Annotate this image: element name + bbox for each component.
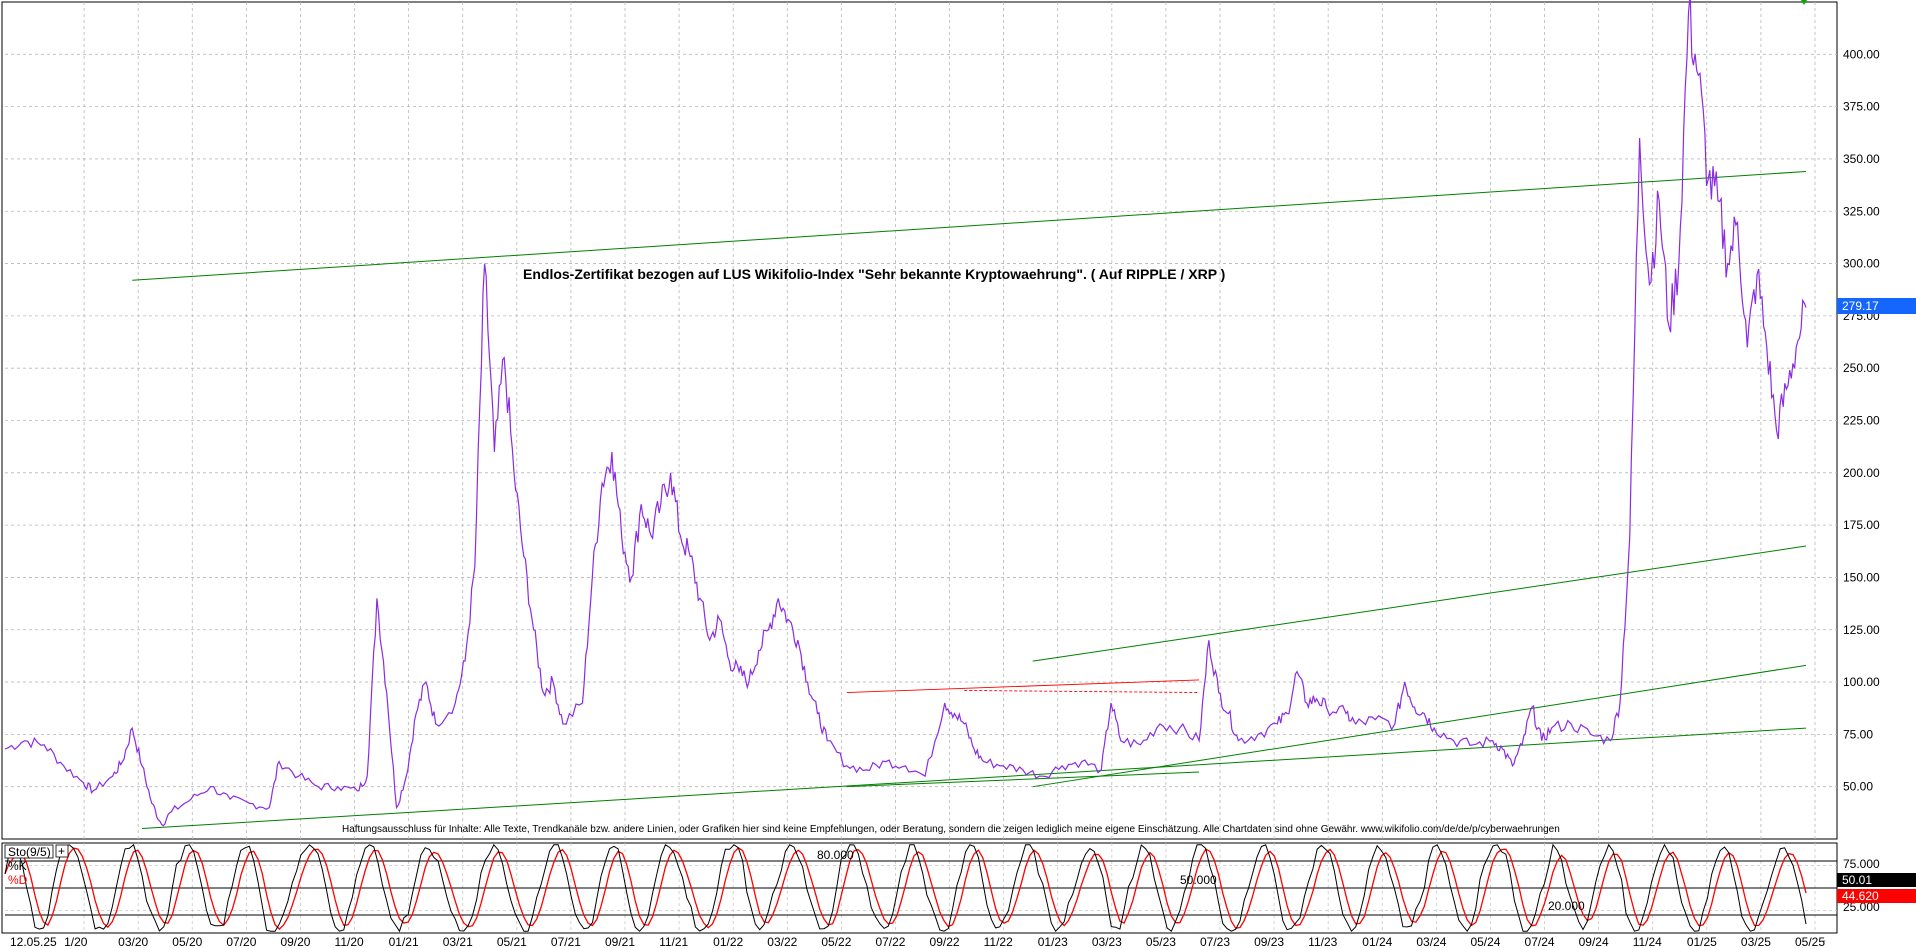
last-k-tag: 50.01 (1837, 873, 1916, 887)
trend-lines (132, 170, 1807, 830)
x-tick-label: 03/20 (118, 935, 148, 948)
plus-icon: + (58, 844, 65, 858)
y-tick-label: 300.00 (1843, 257, 1880, 271)
y-tick-label: 375.00 (1843, 100, 1880, 114)
x-tick-label: 03/25 (1741, 935, 1771, 948)
last-price-tag: 279.17 (1837, 298, 1916, 314)
x-tick-label: 01/23 (1038, 935, 1068, 948)
y-tick-label: 150.00 (1843, 570, 1880, 584)
last-price-bg (1837, 298, 1916, 314)
last-d-tag: 44.620 (1837, 889, 1916, 903)
x-axis-ticks: 12.05.25 1/20 03/20 05/20 07/20 09/20 11/20 01/… (10, 935, 1825, 948)
scroll-left-icon[interactable]: - (1822, 935, 1826, 947)
last-price-label: 279.17 (1842, 299, 1879, 313)
resistance-line-dashed (964, 689, 1200, 693)
x-tick-label: 09/23 (1254, 935, 1284, 948)
oscillator-grid (5, 843, 1837, 933)
x-tick-label: 09/20 (280, 935, 310, 948)
x-tick-label: 07/20 (226, 935, 256, 948)
stochastic-d-line (4, 846, 1807, 931)
trend-line (132, 170, 1807, 281)
trend-line (846, 771, 1200, 788)
level-50-label: 50.000 (1180, 873, 1217, 887)
x-tick-label: 05/23 (1146, 935, 1176, 948)
trend-line (1032, 545, 1807, 662)
resistance-line (846, 679, 1200, 693)
last-d-bg (1837, 889, 1916, 903)
x-tick-label: 01/24 (1362, 935, 1392, 948)
add-indicator-button[interactable] (55, 844, 69, 858)
y-tick-label: 225.00 (1843, 414, 1880, 428)
y-tick-label: 75.00 (1843, 727, 1873, 741)
x-tick-label: 03/22 (767, 935, 797, 948)
y-axis-ticks: 50.00 75.00 100.00 125.00 150.00 175.00 200.00… (1843, 47, 1880, 793)
x-tick-label: 03/21 (443, 935, 473, 948)
d-series-label: %D (8, 873, 28, 887)
x-tick-label: 07/23 (1200, 935, 1230, 948)
osc-y-ticks: 75.000 25.000 (1843, 857, 1880, 914)
x-tick-label: 01/22 (713, 935, 743, 948)
osc-tick-25: 25.000 (1843, 900, 1880, 914)
y-tick-label: 400.00 (1843, 47, 1880, 61)
x-tick-label: 05/20 (172, 935, 202, 948)
x-tick-label: 01/21 (389, 935, 419, 948)
x-tick-label: 05/25 (1795, 935, 1825, 948)
y-tick-label: 125.00 (1843, 623, 1880, 637)
x-tick-label: 11/24 (1633, 935, 1662, 948)
y-tick-label: 350.00 (1843, 152, 1880, 166)
y-tick-label: 175.00 (1843, 518, 1880, 532)
osc-tick-75: 75.000 (1843, 857, 1880, 871)
x-tick-label: 05/24 (1470, 935, 1500, 948)
stochastic-k-line (4, 843, 1807, 933)
x-tick-label: 11/23 (1308, 935, 1337, 948)
x-tick-label: 07/24 (1525, 935, 1555, 948)
x-tick-label: 05/21 (497, 935, 527, 948)
level-20-label: 20.000 (1548, 899, 1585, 913)
x-tick-label: 1/20 (64, 935, 88, 948)
y-tick-label: 50.00 (1843, 780, 1873, 794)
y-tick-label: 100.00 (1843, 675, 1880, 689)
last-k-bg (1837, 873, 1916, 887)
marker-icon (1801, 0, 1807, 5)
y-tick-label: 325.00 (1843, 204, 1880, 218)
x-tick-label: 09/21 (605, 935, 635, 948)
x-tick-label: 05/22 (821, 935, 851, 948)
k-series-label: %K (8, 859, 27, 873)
y-tick-label: 250.00 (1843, 361, 1880, 375)
main-grid (5, 2, 1837, 839)
price-line (4, 0, 1807, 827)
chart-title: Endlos-Zertifikat bezogen auf LUS Wikifo… (523, 266, 1225, 282)
trend-line (1032, 664, 1807, 788)
x-tick-label: 11/22 (984, 935, 1013, 948)
disclaimer-text: Haftungsausschluss für Inhalte: Alle Tex… (342, 824, 1560, 835)
x-tick-label: 11/20 (335, 935, 364, 948)
x-tick-label: 12.05.25 (10, 935, 57, 948)
level-80-label: 80.000 (817, 848, 854, 862)
x-tick-label: 01/25 (1687, 935, 1717, 948)
last-d-label: 44.620 (1842, 889, 1879, 903)
indicator-label: Sto(9/5) (8, 845, 51, 859)
indicator-box[interactable] (4, 844, 54, 859)
x-tick-label: 11/21 (659, 935, 688, 948)
y-tick-label: 200.00 (1843, 466, 1880, 480)
x-tick-label: 03/24 (1416, 935, 1446, 948)
x-tick-label: 03/23 (1092, 935, 1122, 948)
x-tick-label: 09/22 (930, 935, 960, 948)
trend-line (142, 727, 1807, 830)
x-tick-label: 07/22 (875, 935, 905, 948)
oscillator-legend: Sto(9/5) + %K %D (4, 844, 69, 887)
x-tick-label: 07/21 (551, 935, 581, 948)
x-tick-label: 09/24 (1579, 935, 1609, 948)
last-k-label: 50.01 (1842, 873, 1872, 887)
